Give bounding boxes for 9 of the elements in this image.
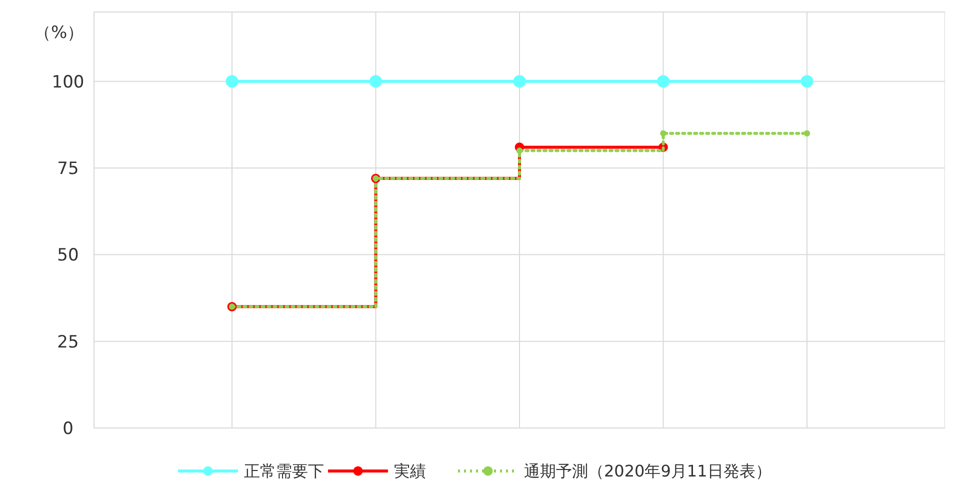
- y-tick-label: 75: [57, 158, 79, 179]
- legend-label: 通期予測（2020年9月11日発表）: [524, 462, 772, 481]
- y-tick-label: 0: [62, 418, 74, 439]
- legend-label: 実績: [394, 462, 426, 481]
- legend-label: 正常需要下: [244, 462, 324, 481]
- y-tick-label: 100: [52, 72, 84, 92]
- y-tick-label: 50: [57, 246, 79, 266]
- y-axis-title: （%）: [34, 23, 84, 43]
- y-tick-label: 25: [57, 332, 79, 352]
